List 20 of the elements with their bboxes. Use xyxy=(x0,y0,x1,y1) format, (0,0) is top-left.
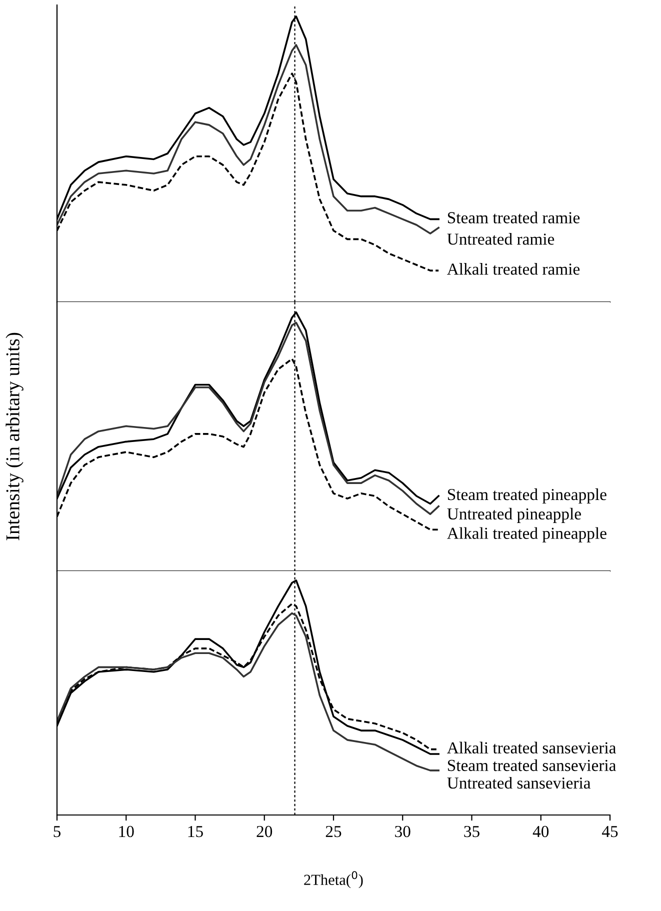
x-tick-label: 5 xyxy=(54,826,61,838)
series-label: Steam treated pineapple xyxy=(448,488,606,504)
series-label: Steam treated ramie xyxy=(448,212,580,224)
x-tick-label: 10 xyxy=(119,826,134,838)
series-label: Alkali treated sansevieria xyxy=(447,742,616,754)
series-label: Untreated ramie xyxy=(447,233,554,245)
y-axis-title: Intensity (in arbitary units) xyxy=(6,332,24,540)
x-tick-label: 40 xyxy=(532,826,549,838)
series-label: Alkali treated pineapple xyxy=(447,527,606,542)
series-label: Untreated pineapple xyxy=(447,508,581,523)
series-label: Steam treated sansevieria xyxy=(448,759,616,772)
x-tick-label: 45 xyxy=(602,826,618,838)
x-tick-label: 20 xyxy=(256,826,272,838)
series-label: Untreated sansevieria xyxy=(447,776,591,789)
x-tick-label: 30 xyxy=(395,826,410,838)
x-tick-label: 15 xyxy=(188,826,203,838)
x-tick-label: 25 xyxy=(326,826,342,838)
x-axis-title: 2Theta($^{0}$) xyxy=(304,871,363,888)
x-tick-label: 35 xyxy=(464,826,480,838)
series-label: Alkali treated ramie xyxy=(447,263,580,275)
